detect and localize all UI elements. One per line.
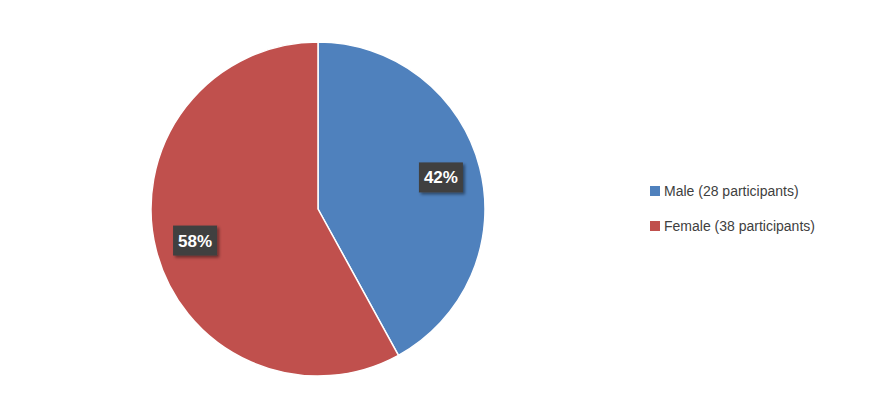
page: {"chart_data": {"type": "pie", "categori… [0,0,884,393]
legend-label: Female (38 participants) [664,218,815,234]
pie [151,42,485,376]
legend-marker [650,186,660,196]
legend-marker [650,221,660,231]
data-label-box [419,162,463,192]
legend-label: Male (28 participants) [664,183,799,199]
data-label: 58% [178,232,212,251]
data-label: 42% [424,168,458,187]
pie-slice [151,42,398,376]
legend: Male (28 participants) Female (38 partici… [650,183,815,234]
data-labels: 42% 58% [173,162,463,255]
chart: 42% 58% Male (28 participants) Female (38 p… [0,0,884,393]
data-label-box [173,226,217,256]
